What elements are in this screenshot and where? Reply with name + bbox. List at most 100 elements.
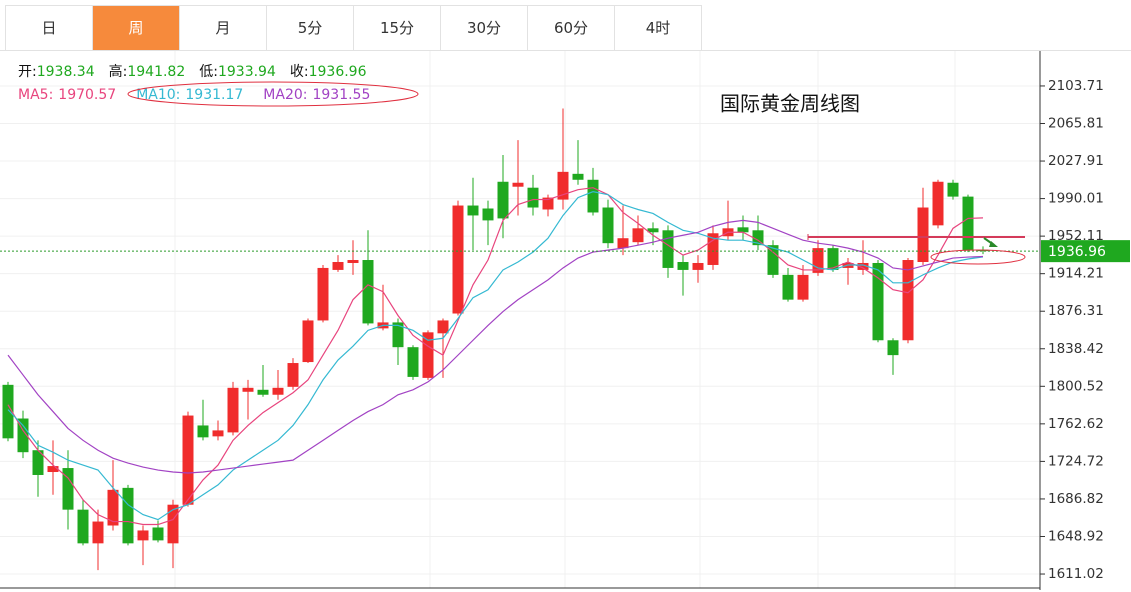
candle-body bbox=[182, 415, 194, 505]
legend-value: 1970.57 bbox=[58, 87, 116, 103]
y-tick-label: 2027.91 bbox=[1048, 153, 1104, 169]
candle-body bbox=[257, 389, 269, 395]
legend-value: 1931.17 bbox=[185, 87, 243, 103]
annotation-ellipse bbox=[930, 249, 1026, 265]
legend-value: 1931.55 bbox=[312, 87, 370, 103]
candle-body bbox=[47, 466, 59, 473]
annotation-ellipse bbox=[127, 81, 419, 107]
candle-body bbox=[32, 450, 44, 475]
candle-body bbox=[362, 260, 374, 324]
period-tab[interactable]: 4时 bbox=[615, 6, 702, 50]
candle-body bbox=[962, 196, 974, 251]
candle-body bbox=[77, 509, 89, 544]
period-tab[interactable]: 5分 bbox=[267, 6, 354, 50]
candle-body bbox=[152, 527, 164, 541]
chart-title: 国际黄金周线图 bbox=[720, 92, 860, 116]
y-tick-label: 1838.42 bbox=[1048, 341, 1104, 357]
candle-body bbox=[167, 504, 179, 544]
y-tick-label: 1800.52 bbox=[1048, 378, 1104, 394]
current-price-label: 1936.96 bbox=[1048, 244, 1106, 260]
ohlc-label: 开: bbox=[18, 64, 37, 80]
candle-body bbox=[107, 489, 119, 526]
period-tab[interactable]: 30分 bbox=[441, 6, 528, 50]
candle-body bbox=[137, 530, 149, 541]
candle-body bbox=[857, 262, 869, 270]
ma-line bbox=[7, 187, 984, 526]
legend-name: MA10: bbox=[136, 87, 180, 103]
candle-body bbox=[227, 387, 239, 433]
y-tick-label: 1876.31 bbox=[1048, 303, 1104, 319]
period-tabs: 日周月 5分 15分 30分 60分 4时 bbox=[5, 5, 702, 51]
ohlc-label: 低: bbox=[199, 64, 218, 80]
candle-body bbox=[2, 384, 14, 439]
candle-body bbox=[512, 182, 524, 187]
y-tick-label: 1611.02 bbox=[1048, 566, 1104, 582]
candle-body bbox=[17, 418, 29, 453]
candle-body bbox=[827, 248, 839, 270]
y-tick-label: 1990.01 bbox=[1048, 191, 1104, 207]
candle-body bbox=[707, 233, 719, 265]
candle-body bbox=[407, 347, 419, 377]
y-tick-label: 2065.81 bbox=[1048, 115, 1104, 131]
y-tick-label: 1686.82 bbox=[1048, 491, 1104, 507]
candle-body bbox=[122, 487, 134, 544]
candle-body bbox=[452, 205, 464, 314]
candle-body bbox=[662, 230, 674, 268]
legend-name: MA20: bbox=[263, 87, 307, 103]
candle-body bbox=[467, 205, 479, 216]
candle-body bbox=[917, 207, 929, 262]
ohlc-value: 1938.34 bbox=[37, 64, 95, 80]
candle-body bbox=[437, 320, 449, 334]
ma-legend: MA5: 1970.57 MA10: 1931.17 MA20: 1931.55 bbox=[18, 87, 370, 103]
candle-body bbox=[92, 521, 104, 544]
period-tab[interactable]: 60分 bbox=[528, 6, 615, 50]
plot-area bbox=[0, 108, 1040, 571]
current-price-box bbox=[1041, 240, 1130, 263]
period-tab[interactable]: 15分 bbox=[354, 6, 441, 50]
ohlc-value: 1936.96 bbox=[309, 64, 367, 80]
ohlc-label: 高: bbox=[109, 63, 128, 80]
ohlc-info: 开:1938.34 高:1941.82 低:1933.94 收:1936.96 bbox=[18, 63, 367, 80]
candle-body bbox=[242, 387, 254, 392]
candle-body bbox=[392, 322, 404, 348]
candle-body bbox=[587, 179, 599, 213]
candle-body bbox=[752, 230, 764, 246]
candle-body bbox=[737, 227, 749, 233]
candle-body bbox=[677, 261, 689, 270]
candle-body bbox=[212, 430, 224, 437]
legend-name: MA5: bbox=[18, 87, 53, 103]
y-tick-label: 1762.62 bbox=[1048, 416, 1104, 432]
ohlc-value: 1933.94 bbox=[218, 64, 276, 80]
period-tab[interactable]: 日 bbox=[6, 6, 93, 50]
candle-body bbox=[617, 238, 629, 249]
candle-body bbox=[632, 228, 644, 243]
y-tick-label: 1952.11 bbox=[1048, 228, 1104, 244]
candle-body bbox=[332, 261, 344, 270]
y-tick-label: 1724.72 bbox=[1048, 453, 1104, 469]
candle-body bbox=[347, 260, 359, 263]
candle-body bbox=[422, 332, 434, 378]
candle-body bbox=[557, 171, 569, 200]
ohlc-label: 收: bbox=[290, 64, 309, 80]
candle-body bbox=[797, 274, 809, 300]
candle-body bbox=[647, 228, 659, 233]
candle-body bbox=[692, 262, 704, 270]
candle-body bbox=[947, 182, 959, 197]
ohlc-value: 1941.82 bbox=[127, 64, 185, 80]
y-tick-label: 1648.92 bbox=[1048, 528, 1104, 544]
y-tick-label: 1914.21 bbox=[1048, 266, 1104, 282]
period-tab[interactable]: 月 bbox=[180, 6, 267, 50]
period-tab[interactable]: 周 bbox=[93, 6, 180, 50]
candle-body bbox=[527, 187, 539, 208]
candle-body bbox=[812, 248, 824, 273]
candle-body bbox=[62, 468, 74, 510]
candle-body bbox=[872, 262, 884, 341]
candle-body bbox=[317, 267, 329, 321]
candle-body bbox=[287, 363, 299, 387]
candle-body bbox=[482, 208, 494, 221]
ma-line bbox=[7, 191, 984, 521]
candle-body bbox=[902, 260, 914, 341]
candle-body bbox=[887, 340, 899, 356]
